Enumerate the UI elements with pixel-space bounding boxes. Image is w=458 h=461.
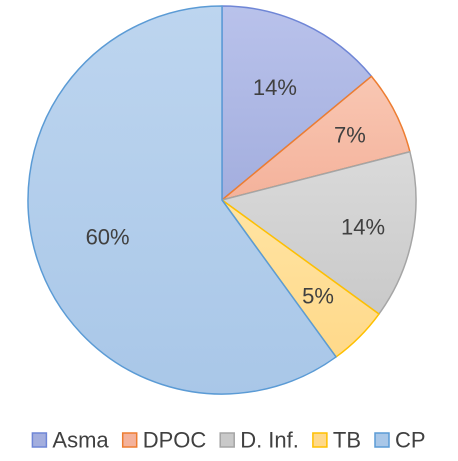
data-label-d-inf: 14% [341, 214, 385, 239]
data-label-cp: 60% [86, 225, 130, 250]
legend-swatch-tb [312, 432, 328, 448]
legend-label-dpoc: DPOC [143, 428, 207, 453]
pie-slice-asma [221, 5, 373, 201]
legend-label-cp: CP [395, 428, 426, 453]
data-label-asma: 14% [253, 75, 297, 100]
legend-item-tb: TB [312, 428, 361, 453]
data-label-tb: 5% [302, 284, 334, 309]
pie-slices [27, 5, 417, 395]
legend-label-asma: Asma [52, 428, 109, 453]
legend-swatch-asma [31, 432, 48, 448]
legend-item-asma: Asma [31, 428, 109, 453]
legend-item-dpoc: DPOC [121, 428, 207, 453]
legend-label-d-inf: D. Inf. [240, 428, 299, 453]
legend-swatch-dpoc [121, 432, 138, 448]
legend-item-d-inf: D. Inf. [219, 428, 299, 453]
legend-label-tb: TB [333, 428, 361, 453]
pie-data-labels: 14% 7% 14% 5% 60% [86, 75, 385, 308]
pie-slice-cp [27, 5, 337, 395]
legend-item-cp: CP [374, 428, 426, 453]
legend-swatch-cp [374, 432, 390, 448]
pie-slice-d-inf [221, 151, 417, 315]
legend: Asma DPOC D. Inf. TB CP [31, 428, 426, 453]
legend-swatch-d-inf [219, 432, 235, 448]
data-label-dpoc: 7% [334, 122, 366, 147]
